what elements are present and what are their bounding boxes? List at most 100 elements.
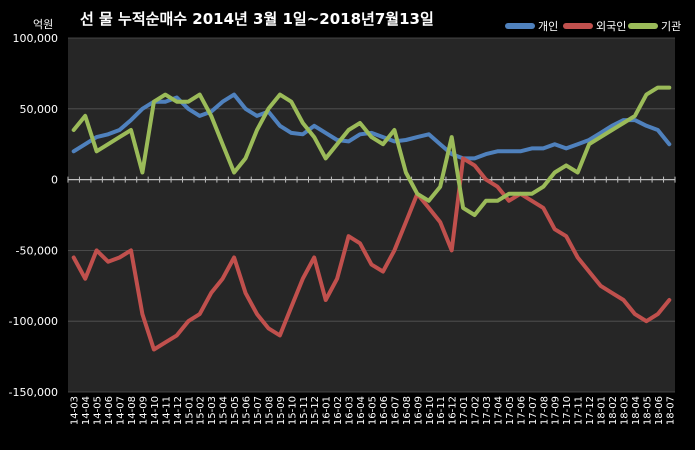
data-point xyxy=(576,142,580,146)
data-point xyxy=(289,100,293,104)
x-tick-label: 18-02 xyxy=(608,396,619,425)
data-point xyxy=(484,199,488,203)
x-tick-label: 15-02 xyxy=(196,396,207,425)
data-point xyxy=(186,107,190,111)
data-point xyxy=(312,135,316,139)
data-point xyxy=(255,312,259,316)
data-point xyxy=(152,348,156,352)
data-point xyxy=(83,277,87,281)
x-tick-label: 16-09 xyxy=(413,396,424,425)
x-tick-label: 16-06 xyxy=(379,396,390,425)
data-point xyxy=(415,135,419,139)
x-tick-label: 16-02 xyxy=(333,396,344,425)
data-point xyxy=(118,128,122,132)
data-point xyxy=(198,114,202,118)
data-point xyxy=(175,100,179,104)
data-point xyxy=(72,128,76,132)
data-point xyxy=(209,114,213,118)
data-point xyxy=(106,260,110,264)
x-tick-label: 16-08 xyxy=(402,396,413,425)
x-tick-label: 17-10 xyxy=(562,396,573,425)
y-tick-label: -50,000 xyxy=(16,244,58,257)
data-point xyxy=(370,263,373,267)
chart-title: 선 물 누적순매수 2014년 3월 1일~2018년7월13일 xyxy=(80,10,434,28)
y-tick-label: -150,000 xyxy=(9,386,58,399)
x-tick-label: 14-05 xyxy=(93,396,104,425)
data-point xyxy=(95,248,99,252)
y-tick-label: 50,000 xyxy=(20,103,59,116)
data-point xyxy=(255,114,259,118)
legend-label: 기관 xyxy=(661,20,682,33)
x-tick-label: 17-06 xyxy=(516,396,527,425)
data-point xyxy=(495,199,499,203)
data-point xyxy=(599,284,603,288)
x-tick-label: 16-05 xyxy=(368,396,379,425)
data-point xyxy=(484,178,488,182)
data-point xyxy=(163,93,167,97)
data-point xyxy=(266,326,270,330)
data-point xyxy=(461,156,465,160)
data-point xyxy=(129,248,133,252)
data-point xyxy=(415,192,419,196)
x-tick-label: 15-12 xyxy=(310,396,321,425)
data-point xyxy=(633,312,637,316)
data-point xyxy=(278,333,282,337)
x-tick-label: 18-01 xyxy=(597,396,608,425)
legend-item: 기관 xyxy=(628,18,681,34)
data-point xyxy=(244,291,248,295)
x-tick-label: 16-12 xyxy=(448,396,459,425)
data-point xyxy=(553,227,557,231)
data-point xyxy=(301,121,305,125)
y-tick-label: 0 xyxy=(51,174,58,187)
data-point xyxy=(633,114,637,118)
data-point xyxy=(347,128,351,132)
data-point xyxy=(324,131,328,135)
data-point xyxy=(450,248,454,252)
data-point xyxy=(461,206,465,210)
data-point xyxy=(289,305,293,309)
data-point xyxy=(507,192,511,196)
data-point xyxy=(266,107,270,111)
x-tick-label: 15-01 xyxy=(184,396,195,425)
data-point xyxy=(404,171,408,175)
data-point xyxy=(564,163,568,167)
legend-label: 외국인 xyxy=(596,20,627,33)
data-point xyxy=(484,152,488,156)
data-point xyxy=(473,213,477,217)
x-tick-label: 17-02 xyxy=(471,396,482,425)
data-point xyxy=(140,107,144,111)
x-tick-label: 18-05 xyxy=(642,396,653,425)
x-tick-label: 17-01 xyxy=(459,396,470,425)
data-point xyxy=(312,124,316,128)
data-point xyxy=(553,142,557,146)
data-point xyxy=(473,163,477,167)
x-tick-label: 14-12 xyxy=(173,396,184,425)
data-point xyxy=(198,312,202,316)
x-tick-label: 16-03 xyxy=(345,396,356,425)
x-tick-label: 18-07 xyxy=(665,396,676,425)
data-point xyxy=(163,340,167,344)
legend-swatch xyxy=(563,23,593,29)
x-tick-label: 18-06 xyxy=(654,396,665,425)
x-tick-label: 15-11 xyxy=(299,396,310,425)
data-point xyxy=(289,131,293,135)
x-tick-label: 14-03 xyxy=(70,396,81,425)
data-point xyxy=(587,138,591,142)
data-point xyxy=(530,192,534,196)
data-point xyxy=(106,142,110,146)
legend-swatch xyxy=(505,23,535,29)
x-tick-label: 14-07 xyxy=(116,396,127,425)
data-point xyxy=(301,132,305,136)
data-point xyxy=(656,128,660,132)
data-point xyxy=(644,124,648,128)
x-tick-label: 15-04 xyxy=(219,396,230,425)
data-point xyxy=(72,255,76,259)
x-tick-label: 15-10 xyxy=(287,396,298,425)
x-tick-label: 14-09 xyxy=(138,396,149,425)
data-point xyxy=(232,93,236,97)
data-point xyxy=(427,206,431,210)
x-tick-label: 14-04 xyxy=(81,396,92,425)
data-point xyxy=(656,86,660,90)
data-point xyxy=(140,312,144,316)
